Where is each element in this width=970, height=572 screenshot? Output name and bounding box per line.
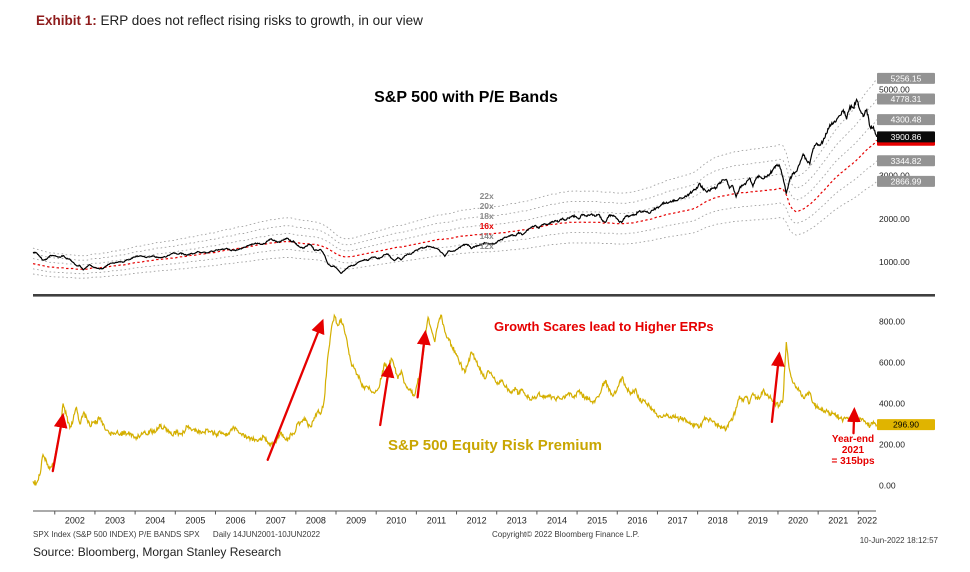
x-tick-label-2013: 2013 xyxy=(507,516,527,526)
year-end-annotation: Year-end 2021 = 315bps xyxy=(831,434,875,467)
pe-band-22x-line xyxy=(32,78,878,257)
x-tick-label-2019: 2019 xyxy=(748,516,768,526)
erp-arrow-5 xyxy=(770,351,785,424)
bloomberg-timestamp: 10-Jun-2022 18:12:57 xyxy=(859,536,938,545)
x-tick-label-2020: 2020 xyxy=(788,516,808,526)
x-tick-label-2011: 2011 xyxy=(427,516,446,526)
exhibit-title: ERP does not reflect rising risks to gro… xyxy=(100,13,423,28)
pe-band-14x-line xyxy=(32,160,878,275)
band-14x-last-badge xyxy=(877,155,935,167)
price-last-badge-label: 3900.86 xyxy=(891,132,922,142)
band-label-18x: 18x xyxy=(480,211,494,221)
band-label-16x: 16x xyxy=(480,221,494,231)
exhibit-caption: Exhibit 1: ERP does not reflect rising r… xyxy=(36,13,423,28)
erp-line xyxy=(32,313,878,486)
bottom-y-tick-label: 200.00 xyxy=(879,439,905,449)
erp-last-badge-label: 296.90 xyxy=(893,420,919,430)
bottom-y-tick-label: 0.00 xyxy=(879,480,896,490)
top-y-tick-label: 2000.00 xyxy=(879,214,910,224)
erp-arrow-1 xyxy=(51,412,68,473)
source-line: Source: Bloomberg, Morgan Stanley Resear… xyxy=(33,545,282,559)
erp-last-badge xyxy=(877,419,935,431)
pe-band-12x-line xyxy=(32,181,878,279)
band-20x-last-badge-label: 4778.31 xyxy=(891,94,922,104)
x-tick-label-2010: 2010 xyxy=(386,516,406,526)
bloomberg-ticker-info: SPX Index (S&P 500 INDEX) P/E BANDS SPX … xyxy=(33,530,321,539)
x-tick-label-2003: 2003 xyxy=(105,516,125,526)
x-tick-label-2004: 2004 xyxy=(145,516,165,526)
panel-divider xyxy=(33,294,935,297)
band-20x-last-badge xyxy=(877,93,935,105)
band-12x-last-badge xyxy=(877,175,935,187)
erp-arrow-4 xyxy=(416,329,431,399)
bloomberg-copyright: Copyright© 2022 Bloomberg Finance L.P. xyxy=(492,530,640,539)
price-last-badge xyxy=(877,131,935,143)
x-tick-label-2018: 2018 xyxy=(708,516,728,526)
pe-band-16x-line xyxy=(32,139,878,270)
x-tick-label-2017: 2017 xyxy=(668,516,688,526)
bottom-y-tick-label: 400.00 xyxy=(879,398,905,408)
erp-arrow-2 xyxy=(266,318,325,461)
band-22x-last-badge xyxy=(877,72,935,84)
band-14x-last-badge-label: 3344.82 xyxy=(891,156,922,166)
x-tick-label-2021: 2021 xyxy=(828,516,848,526)
spx-price-line xyxy=(32,97,878,275)
band-18x-last-badge-label: 4300.48 xyxy=(891,115,922,125)
x-tick-label-2022: 2022 xyxy=(857,516,877,526)
band-label-14x: 14x xyxy=(480,231,494,241)
top-y-tick-label: 1000.00 xyxy=(879,257,910,267)
band-22x-last-badge-label: 5256.15 xyxy=(891,73,922,83)
band-18x-last-badge xyxy=(877,114,935,126)
erp-arrow-3 xyxy=(379,362,395,427)
x-tick-label-2008: 2008 xyxy=(306,516,326,526)
band-12x-last-badge-label: 2866.99 xyxy=(891,176,922,186)
erp-series-label: S&P 500 Equity Risk Premium xyxy=(388,437,602,454)
x-tick-label-2015: 2015 xyxy=(587,516,607,526)
x-tick-label-2006: 2006 xyxy=(226,516,246,526)
exhibit-label: Exhibit 1: xyxy=(36,13,97,28)
x-tick-label-2005: 2005 xyxy=(185,516,205,526)
x-tick-label-2016: 2016 xyxy=(627,516,647,526)
growth-scares-annotation: Growth Scares lead to Higher ERPs xyxy=(494,319,714,334)
pe-band-20x-line xyxy=(32,98,878,261)
x-tick-label-2009: 2009 xyxy=(346,516,366,526)
top-y-tick-label: 3000.00 xyxy=(879,171,910,181)
x-tick-label-2002: 2002 xyxy=(65,516,85,526)
top-panel-title: S&P 500 with P/E Bands xyxy=(374,89,558,106)
bottom-y-tick-label: 800.00 xyxy=(879,316,905,326)
band-label-12x: 12x xyxy=(480,241,494,251)
band-label-22x: 22x xyxy=(480,191,494,201)
x-tick-label-2007: 2007 xyxy=(266,516,286,526)
erp-arrow-6 xyxy=(846,407,861,435)
x-tick-label-2012: 2012 xyxy=(467,516,487,526)
top-y-tick-label: 5000.00 xyxy=(879,84,910,94)
x-tick-label-2014: 2014 xyxy=(547,516,567,526)
band-label-20x: 20x xyxy=(480,201,494,211)
bottom-y-tick-label: 600.00 xyxy=(879,357,905,367)
pe-band-18x-line xyxy=(32,119,878,266)
